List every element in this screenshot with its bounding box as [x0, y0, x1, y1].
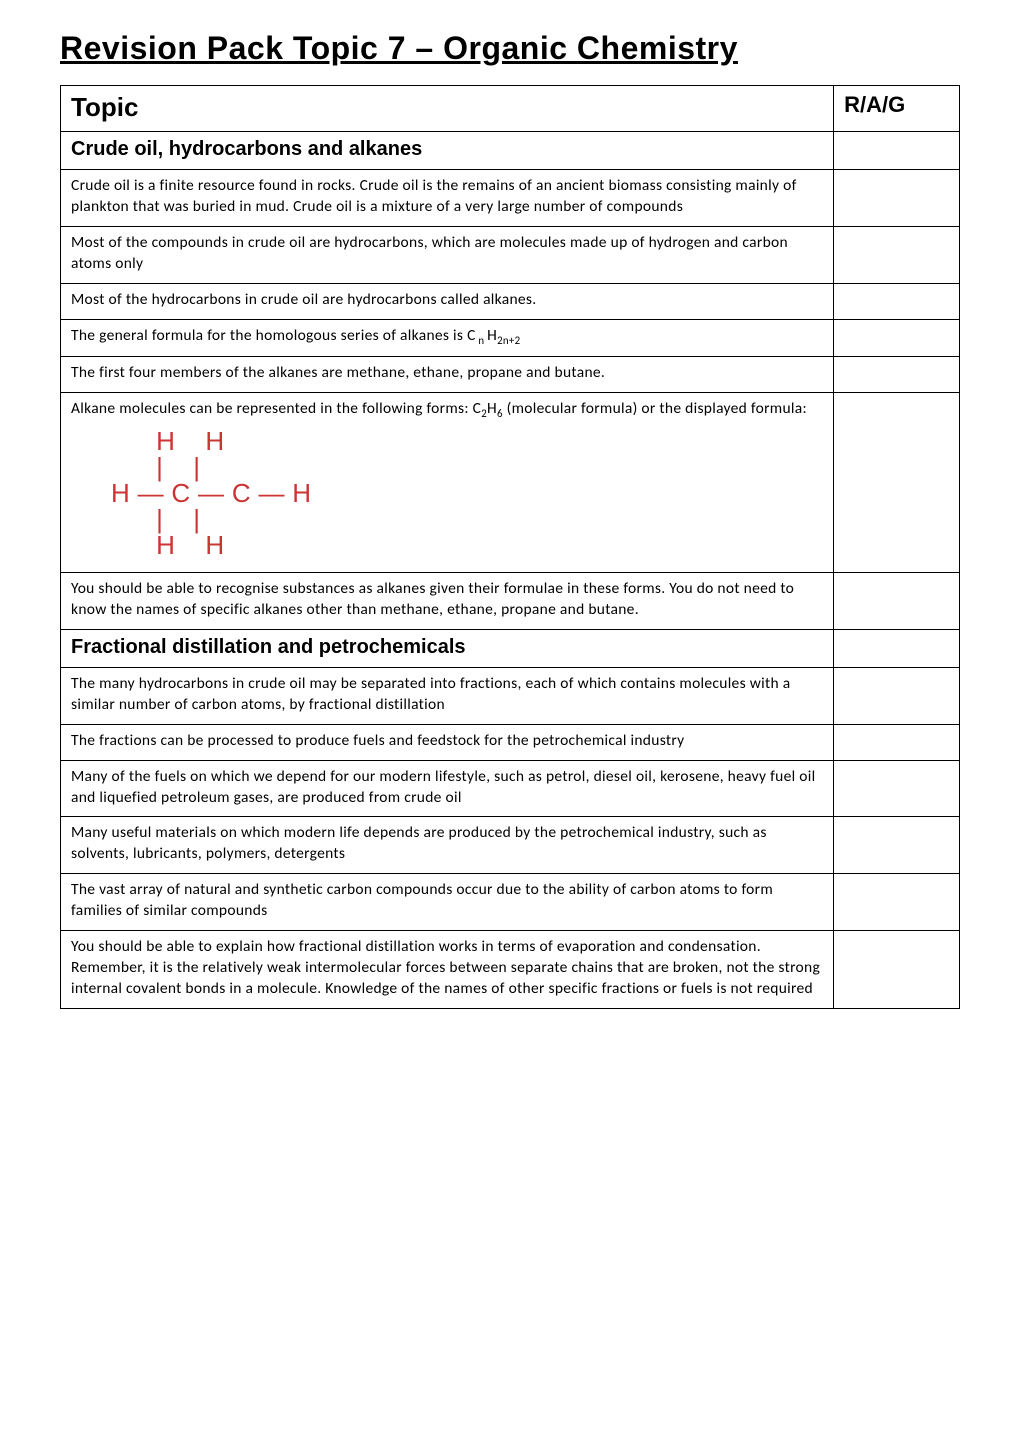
- rag-cell[interactable]: [834, 874, 960, 931]
- table-row: Most of the compounds in crude oil are h…: [61, 226, 960, 283]
- rag-cell[interactable]: [834, 667, 960, 724]
- topic-table: Topic R/A/G Crude oil, hydrocarbons and …: [60, 85, 960, 1009]
- topic-header: Topic: [61, 86, 834, 132]
- formula-intro-text: Alkane molecules can be represented in t…: [71, 399, 823, 422]
- table-row: The general formula for the homologous s…: [61, 319, 960, 357]
- body-cell: The fractions can be processed to produc…: [61, 724, 834, 760]
- table-row: Most of the hydrocarbons in crude oil ar…: [61, 283, 960, 319]
- body-cell: Most of the compounds in crude oil are h…: [61, 226, 834, 283]
- page: Revision Pack Topic 7 – Organic Chemistr…: [0, 0, 1020, 1442]
- rag-cell[interactable]: [834, 572, 960, 629]
- ethane-displayed-formula: H H | | H — C — C — H | | H H: [111, 428, 823, 558]
- rag-cell[interactable]: [834, 132, 960, 170]
- section-heading: Crude oil, hydrocarbons and alkanes: [61, 132, 834, 170]
- body-cell: The many hydrocarbons in crude oil may b…: [61, 667, 834, 724]
- rag-cell[interactable]: [834, 226, 960, 283]
- body-cell: You should be able to explain how fracti…: [61, 931, 834, 1009]
- rag-cell[interactable]: [834, 319, 960, 357]
- table-row: You should be able to explain how fracti…: [61, 931, 960, 1009]
- rag-header: R/A/G: [834, 86, 960, 132]
- table-row: The many hydrocarbons in crude oil may b…: [61, 667, 960, 724]
- body-cell: Crude oil is a finite resource found in …: [61, 170, 834, 227]
- body-cell: The general formula for the homologous s…: [61, 319, 834, 357]
- subscript: 2n+2: [497, 334, 520, 347]
- body-cell: You should be able to recognise substanc…: [61, 572, 834, 629]
- section-heading-row: Crude oil, hydrocarbons and alkanes: [61, 132, 960, 170]
- rag-cell[interactable]: [834, 931, 960, 1009]
- table-row: Many useful materials on which modern li…: [61, 817, 960, 874]
- body-cell: Alkane molecules can be represented in t…: [61, 393, 834, 573]
- table-row: Many of the fuels on which we depend for…: [61, 760, 960, 817]
- body-cell: The vast array of natural and synthetic …: [61, 874, 834, 931]
- rag-cell[interactable]: [834, 357, 960, 393]
- body-cell: The first four members of the alkanes ar…: [61, 357, 834, 393]
- page-title: Revision Pack Topic 7 – Organic Chemistr…: [60, 30, 960, 67]
- rag-cell[interactable]: [834, 724, 960, 760]
- table-row: The first four members of the alkanes ar…: [61, 357, 960, 393]
- rag-cell[interactable]: [834, 629, 960, 667]
- table-row: You should be able to recognise substanc…: [61, 572, 960, 629]
- section-heading: Fractional distillation and petrochemica…: [61, 629, 834, 667]
- subscript: n: [476, 334, 488, 347]
- body-cell: Many of the fuels on which we depend for…: [61, 760, 834, 817]
- table-row: Crude oil is a finite resource found in …: [61, 170, 960, 227]
- rag-cell[interactable]: [834, 283, 960, 319]
- table-row: The vast array of natural and synthetic …: [61, 874, 960, 931]
- subscript: 6: [497, 407, 503, 420]
- rag-cell[interactable]: [834, 817, 960, 874]
- rag-cell[interactable]: [834, 170, 960, 227]
- table-row: The fractions can be processed to produc…: [61, 724, 960, 760]
- subscript: 2: [481, 407, 487, 420]
- rag-cell[interactable]: [834, 393, 960, 573]
- table-row: Alkane molecules can be represented in t…: [61, 393, 960, 573]
- rag-cell[interactable]: [834, 760, 960, 817]
- section-heading-row: Fractional distillation and petrochemica…: [61, 629, 960, 667]
- body-cell: Most of the hydrocarbons in crude oil ar…: [61, 283, 834, 319]
- table-header-row: Topic R/A/G: [61, 86, 960, 132]
- body-cell: Many useful materials on which modern li…: [61, 817, 834, 874]
